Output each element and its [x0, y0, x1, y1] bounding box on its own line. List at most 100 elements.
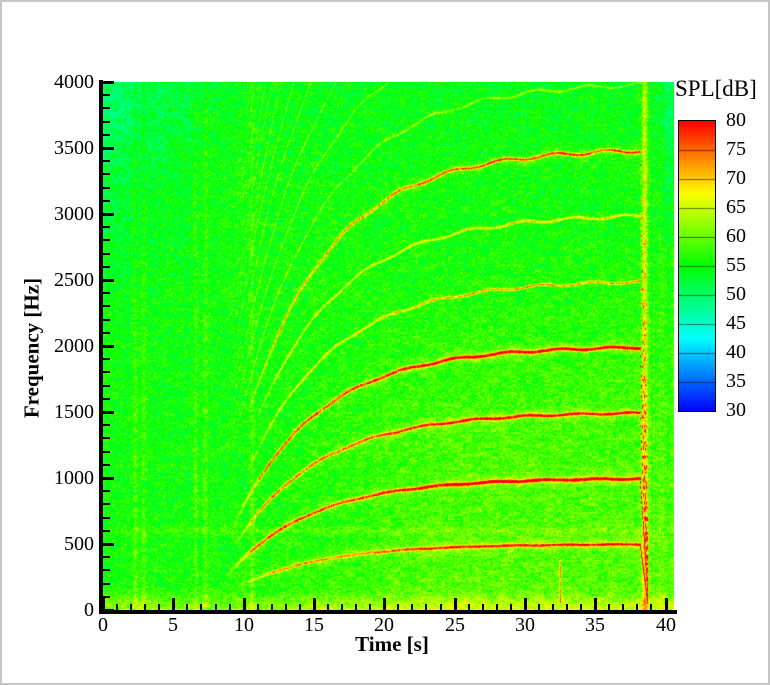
- colorbar-tick-label: 60: [726, 225, 746, 247]
- y-minor-tick: [103, 332, 110, 334]
- y-major-tick: [103, 147, 114, 150]
- x-axis-title: Time [s]: [355, 632, 429, 656]
- spectrogram-heatmap-canvas: [103, 82, 674, 610]
- y-major-tick: [103, 609, 114, 612]
- y-tick-label: 500: [64, 533, 94, 555]
- x-tick-label: 25: [445, 614, 465, 636]
- y-minor-tick: [103, 226, 110, 228]
- y-major-tick: [103, 81, 114, 84]
- x-minor-tick: [369, 604, 371, 610]
- x-major-tick: [665, 598, 668, 610]
- colorbar-tick-label: 80: [726, 109, 746, 131]
- y-tick-label: 2000: [54, 335, 94, 357]
- x-major-tick: [594, 598, 597, 610]
- y-minor-tick: [103, 134, 110, 136]
- y-major-tick: [103, 411, 114, 414]
- colorbar-tick-label: 40: [726, 341, 746, 363]
- y-minor-tick: [103, 107, 110, 109]
- x-minor-tick: [355, 604, 357, 610]
- y-minor-tick: [103, 358, 110, 360]
- y-major-tick: [103, 543, 114, 546]
- y-minor-tick: [103, 305, 110, 307]
- y-major-tick: [103, 477, 114, 480]
- x-major-tick: [524, 598, 527, 610]
- y-minor-tick: [103, 424, 110, 426]
- x-major-tick: [172, 598, 175, 610]
- x-minor-tick: [285, 604, 287, 610]
- x-tick-label: 15: [304, 614, 324, 636]
- x-tick-label: 40: [656, 614, 676, 636]
- x-tick-label: 35: [585, 614, 605, 636]
- x-minor-tick: [411, 604, 413, 610]
- colorbar-gradient-canvas: [678, 120, 716, 412]
- y-minor-tick: [103, 530, 110, 532]
- colorbar-tick-label: 75: [726, 138, 746, 160]
- x-minor-tick: [552, 604, 554, 610]
- y-tick-label: 1000: [54, 467, 94, 489]
- y-minor-tick: [103, 121, 110, 123]
- colorbar-tick-label: 65: [726, 196, 746, 218]
- y-major-tick: [103, 213, 114, 216]
- x-minor-tick: [538, 604, 540, 610]
- colorbar-tick-label: 30: [726, 399, 746, 421]
- y-minor-tick: [103, 464, 110, 466]
- x-tick-label: 10: [234, 614, 254, 636]
- x-minor-tick: [580, 604, 582, 610]
- x-minor-tick: [200, 604, 202, 610]
- y-minor-tick: [103, 569, 110, 571]
- x-minor-tick: [636, 604, 638, 610]
- y-axis-title: Frequency [Hz]: [19, 277, 44, 419]
- x-major-tick: [454, 598, 457, 610]
- x-minor-tick: [116, 604, 118, 610]
- y-minor-tick: [103, 385, 110, 387]
- y-major-tick: [103, 345, 114, 348]
- y-minor-tick: [103, 173, 110, 175]
- x-minor-tick: [158, 604, 160, 610]
- x-minor-tick: [510, 604, 512, 610]
- y-minor-tick: [103, 437, 110, 439]
- colorbar-tick-label: 50: [726, 283, 746, 305]
- y-minor-tick: [103, 292, 110, 294]
- y-minor-tick: [103, 160, 110, 162]
- y-minor-tick: [103, 319, 110, 321]
- x-major-tick: [102, 598, 105, 610]
- y-tick-label: 3000: [54, 203, 94, 225]
- y-minor-tick: [103, 94, 110, 96]
- colorbar-tick-label: 45: [726, 312, 746, 334]
- colorbar-title: SPL[dB]: [675, 76, 757, 101]
- y-axis-line: [99, 80, 103, 614]
- x-major-tick: [383, 598, 386, 610]
- y-minor-tick: [103, 451, 110, 453]
- x-tick-label: 0: [98, 614, 108, 636]
- y-minor-tick: [103, 583, 110, 585]
- y-tick-label: 2500: [54, 269, 94, 291]
- y-minor-tick: [103, 253, 110, 255]
- x-axis-line: [99, 610, 677, 614]
- y-major-tick: [103, 279, 114, 282]
- y-tick-label: 0: [84, 599, 94, 621]
- y-minor-tick: [103, 239, 110, 241]
- x-minor-tick: [482, 604, 484, 610]
- x-minor-tick: [341, 604, 343, 610]
- x-minor-tick: [496, 604, 498, 610]
- colorbar-tick-label: 70: [726, 167, 746, 189]
- colorbar-tick-label: 55: [726, 254, 746, 276]
- x-minor-tick: [608, 604, 610, 610]
- y-tick-label: 4000: [54, 71, 94, 93]
- x-minor-tick: [144, 604, 146, 610]
- y-tick-label: 3500: [54, 137, 94, 159]
- x-tick-label: 20: [374, 614, 394, 636]
- y-minor-tick: [103, 556, 110, 558]
- y-minor-tick: [103, 266, 110, 268]
- x-minor-tick: [229, 604, 231, 610]
- y-minor-tick: [103, 200, 110, 202]
- x-major-tick: [313, 598, 316, 610]
- x-tick-label: 30: [515, 614, 535, 636]
- y-tick-label: 1500: [54, 401, 94, 423]
- x-minor-tick: [327, 604, 329, 610]
- colorbar-tick-label: 35: [726, 370, 746, 392]
- x-minor-tick: [425, 604, 427, 610]
- x-minor-tick: [215, 604, 217, 610]
- x-tick-label: 5: [168, 614, 178, 636]
